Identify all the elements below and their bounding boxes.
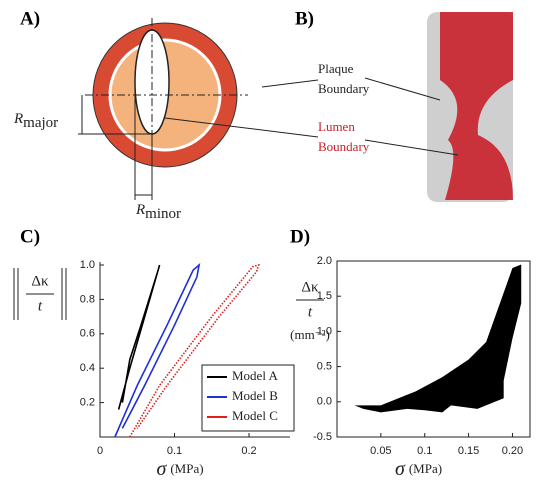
legend-label: Model A — [232, 368, 278, 383]
r-minor-label: Rminor — [135, 202, 181, 222]
y-tick-label: 2.0 — [317, 255, 332, 267]
y-tick-label: -0.5 — [313, 431, 332, 443]
y-tick-label: 0.8 — [80, 293, 95, 305]
y-label-numerator: Δκ — [31, 273, 49, 289]
x-tick-label: 0.05 — [370, 445, 391, 457]
y-tick-label: 1.0 — [80, 259, 95, 271]
x-tick-label: 0.20 — [502, 445, 523, 457]
y-tick-label: 0.2 — [80, 397, 95, 409]
y-tick-label: 0.4 — [80, 362, 95, 374]
panel-a-diagram — [78, 18, 248, 200]
annotation: Boundary — [318, 139, 370, 154]
x-tick-label: 0.1 — [167, 445, 182, 457]
annotation: Plaque — [318, 61, 354, 76]
r-major-label: Rmajor — [13, 111, 58, 131]
symbol: σ — [156, 458, 167, 480]
series-area — [355, 265, 522, 413]
y-label-unit: (mm⁻²) — [290, 327, 330, 342]
symbol: R — [135, 202, 145, 218]
subscript: major — [23, 115, 58, 131]
x-axis-label: σ(MPa) — [156, 458, 203, 480]
x-tick-label: 0 — [97, 445, 103, 457]
subscript: minor — [145, 206, 181, 222]
panel-label: D) — [290, 226, 310, 247]
x-tick-label: 0.2 — [241, 445, 256, 457]
figure: A) Rmajor Rminor B) Plaque Boundary Lume… — [0, 0, 544, 483]
legend-label: Model C — [232, 408, 278, 423]
y-tick-label: 0.0 — [317, 396, 332, 408]
unit: (MPa) — [170, 461, 203, 476]
panel-label: A) — [20, 8, 40, 29]
y-tick-label: 0.5 — [317, 361, 332, 373]
symbol: R — [13, 111, 23, 127]
y-label-denominator: t — [308, 304, 313, 320]
symbol: σ — [395, 458, 406, 480]
x-tick-label: 0.15 — [458, 445, 479, 457]
unit: (MPa) — [409, 461, 442, 476]
y-tick-label: 0.6 — [80, 328, 95, 340]
series-line — [119, 265, 160, 409]
x-axis-label: σ(MPa) — [395, 458, 442, 480]
panel-label: C) — [20, 226, 40, 247]
legend-label: Model B — [232, 388, 278, 403]
y-label-numerator: Δκ — [301, 279, 319, 295]
panel-label: B) — [295, 8, 314, 29]
annotation: Boundary — [318, 81, 370, 96]
x-tick-label: 0.1 — [417, 445, 432, 457]
y-label-denominator: t — [38, 298, 43, 314]
annotation: Lumen — [318, 119, 355, 134]
